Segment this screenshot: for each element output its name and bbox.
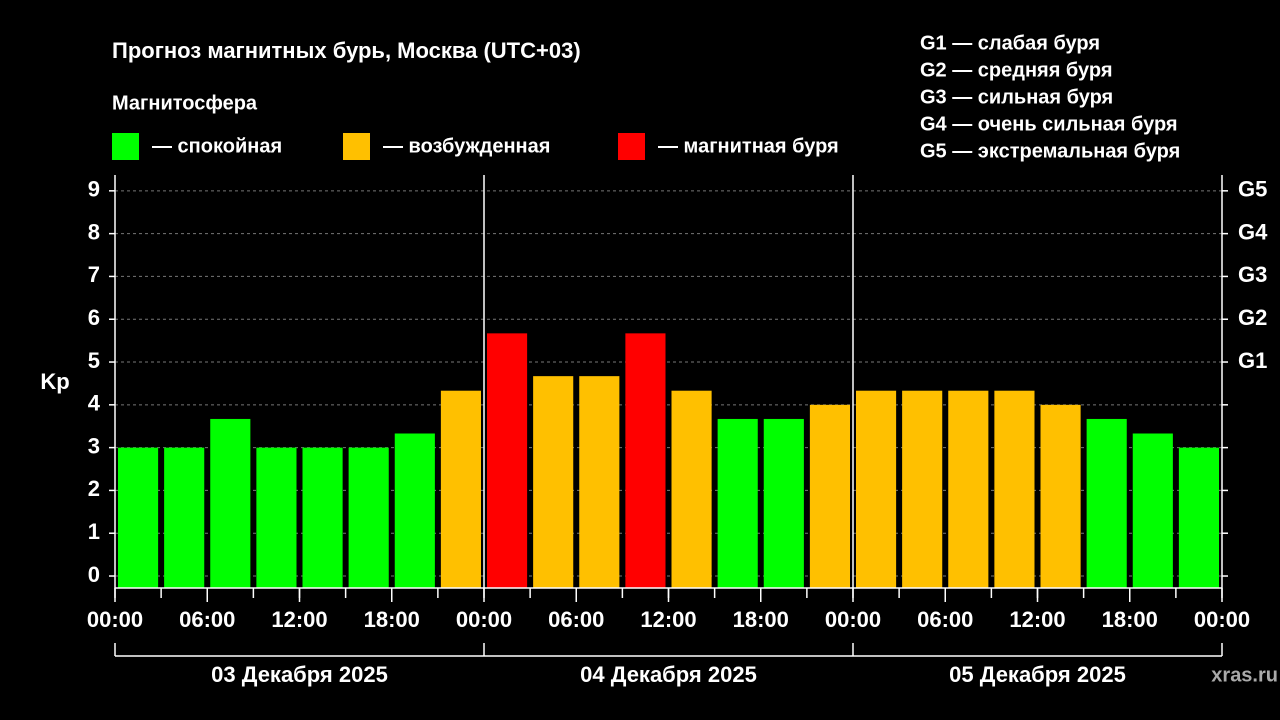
x-tick-label: 00:00 — [1194, 607, 1250, 632]
bar — [717, 418, 758, 588]
y2-tick-label: G2 — [1238, 305, 1267, 330]
x-tick-label: 00:00 — [825, 607, 881, 632]
bar — [487, 333, 528, 588]
bar — [210, 418, 251, 588]
storm-scale-item: G3 — сильная буря — [920, 86, 1113, 108]
bar — [256, 447, 297, 588]
watermark: xras.ru — [1211, 664, 1278, 686]
x-tick-label: 18:00 — [733, 607, 789, 632]
y-tick-label: 6 — [88, 305, 100, 330]
y2-tick-label: G5 — [1238, 177, 1267, 202]
y-tick-label: 2 — [88, 476, 100, 501]
legend-label: — возбужденная — [383, 135, 550, 157]
y-tick-label: 9 — [88, 177, 100, 202]
x-tick-label: 06:00 — [917, 607, 973, 632]
storm-scale-item: G2 — средняя буря — [920, 59, 1113, 81]
legend-swatch — [112, 133, 139, 160]
y-tick-label: 8 — [88, 219, 100, 244]
bar — [671, 390, 712, 588]
legend-label: — спокойная — [152, 135, 282, 157]
subtitle: Магнитосфера — [112, 92, 258, 114]
x-tick-label: 00:00 — [87, 607, 143, 632]
x-tick-label: 12:00 — [1009, 607, 1065, 632]
storm-scale-item: G1 — слабая буря — [920, 32, 1100, 54]
bar — [948, 390, 989, 588]
x-tick-label: 18:00 — [1102, 607, 1158, 632]
x-tick-label: 00:00 — [456, 607, 512, 632]
storm-scale-item: G5 — экстремальная буря — [920, 140, 1180, 162]
bar — [994, 390, 1035, 588]
bar — [394, 433, 435, 588]
y2-tick-label: G1 — [1238, 348, 1267, 373]
y-tick-label: 0 — [88, 562, 100, 587]
bar — [1086, 418, 1127, 588]
bar — [118, 447, 159, 588]
y2-tick-label: G4 — [1238, 219, 1268, 244]
legend-swatch — [618, 133, 645, 160]
day-label: 04 Декабря 2025 — [580, 662, 757, 687]
bar — [902, 390, 943, 588]
bar — [856, 390, 897, 588]
day-label: 05 Декабря 2025 — [949, 662, 1126, 687]
y-tick-label: 7 — [88, 262, 100, 287]
bar — [809, 404, 850, 588]
y-tick-label: 3 — [88, 433, 100, 458]
bar — [440, 390, 481, 588]
bar — [1132, 433, 1173, 588]
y-axis-label: Kp — [40, 369, 69, 394]
bar — [763, 418, 804, 588]
bar — [579, 376, 620, 588]
bar — [1040, 404, 1081, 588]
x-tick-label: 06:00 — [179, 607, 235, 632]
x-tick-label: 12:00 — [271, 607, 327, 632]
bar — [348, 447, 389, 588]
y-tick-label: 5 — [88, 348, 100, 373]
bar — [302, 447, 343, 588]
legend-label: — магнитная буря — [658, 135, 839, 157]
y-tick-label: 1 — [88, 519, 100, 544]
x-tick-label: 12:00 — [640, 607, 696, 632]
y2-tick-label: G3 — [1238, 262, 1267, 287]
bar — [1178, 447, 1219, 588]
bar — [533, 376, 574, 588]
chart-title: Прогноз магнитных бурь, Москва (UTC+03) — [112, 38, 581, 63]
day-label: 03 Декабря 2025 — [211, 662, 388, 687]
legend-swatch — [343, 133, 370, 160]
bar — [625, 333, 666, 588]
bar — [164, 447, 205, 588]
x-tick-label: 06:00 — [548, 607, 604, 632]
y-tick-label: 4 — [88, 391, 101, 416]
storm-scale-item: G4 — очень сильная буря — [920, 113, 1178, 135]
x-tick-label: 18:00 — [364, 607, 420, 632]
